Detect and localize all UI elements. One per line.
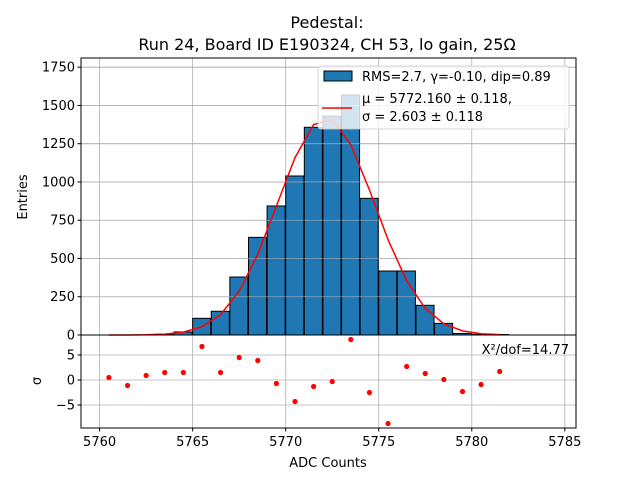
x-tick-label: 5765 [176,435,209,450]
residual-point [255,358,260,363]
histogram-bar [323,116,341,335]
legend-fit-label-mu: μ = 5772.160 ± 0.118, [362,92,512,107]
residual-point [478,382,483,387]
histogram-bar [304,127,322,335]
residual-point [218,370,223,375]
hist-y-tick-label: 1750 [42,61,75,76]
residual-y-tick-label: 0 [67,374,75,389]
chi2-annotation: X²/dof=14.77 [482,343,569,358]
histogram-bar [286,176,304,335]
chart-title-line2: Run 24, Board ID E190324, CH 53, lo gain… [138,35,515,54]
x-tick-label: 5775 [362,435,395,450]
residual-point [423,371,428,376]
y-axis-label-entries: Entries [16,174,31,220]
residual-point [199,344,204,349]
histogram-bar [248,237,266,335]
residual-point [181,370,186,375]
residual-point [274,381,279,386]
histogram-bar [416,305,434,335]
residual-point [106,375,111,380]
x-ticks: 5760 5765 5770 5775 5780 5785 [83,428,581,450]
hist-y-tick-label: 750 [50,214,75,229]
hist-y-tick-label: 250 [50,290,75,305]
residual-point [330,379,335,384]
residual-point [311,384,316,389]
histogram-bar [360,198,378,335]
residual-point [162,370,167,375]
residual-point [441,377,446,382]
residual-point [237,355,242,360]
y-axis-label-sigma: σ [30,377,45,385]
residual-y-tick-label: −5 [56,399,75,414]
x-tick-label: 5785 [548,435,581,450]
histogram-bar [267,206,285,335]
residual-point [404,364,409,369]
residual-point [385,421,390,426]
legend-hist-label: RMS=2.7, γ=-0.10, dip=0.89 [362,70,551,85]
histogram-bar [379,271,397,335]
residual-point [292,399,297,404]
residual-point [348,337,353,342]
legend-fit-label-sigma: σ = 2.603 ± 0.118 [362,110,483,125]
hist-y-tick-label: 500 [50,252,75,267]
residual-point [144,373,149,378]
x-tick-label: 5760 [83,435,116,450]
hist-y-ticks: 0 250 500 750 1000 1250 1500 1750 [42,61,81,344]
hist-y-tick-label: 1250 [42,137,75,152]
residual-point [367,390,372,395]
residual-y-ticks: 5 0 −5 [56,349,81,414]
residual-point [497,369,502,374]
histogram-bar [435,323,453,335]
hist-y-tick-label: 0 [67,329,75,344]
legend-hist-patch [324,71,352,81]
x-tick-label: 5780 [455,435,488,450]
x-axis-label: ADC Counts [289,456,367,471]
x-tick-label: 5770 [269,435,302,450]
hist-y-tick-label: 1000 [42,175,75,190]
residual-point [460,389,465,394]
residual-point [125,383,130,388]
chart-title-line1: Pedestal: [290,13,363,32]
residual-y-tick-label: 5 [67,349,75,364]
hist-y-tick-label: 1500 [42,99,75,114]
histogram-bar [342,95,360,335]
legend: RMS=2.7, γ=-0.10, dip=0.89 μ = 5772.160 … [318,66,569,129]
histogram-bar [230,277,248,335]
residual-points [106,337,502,426]
